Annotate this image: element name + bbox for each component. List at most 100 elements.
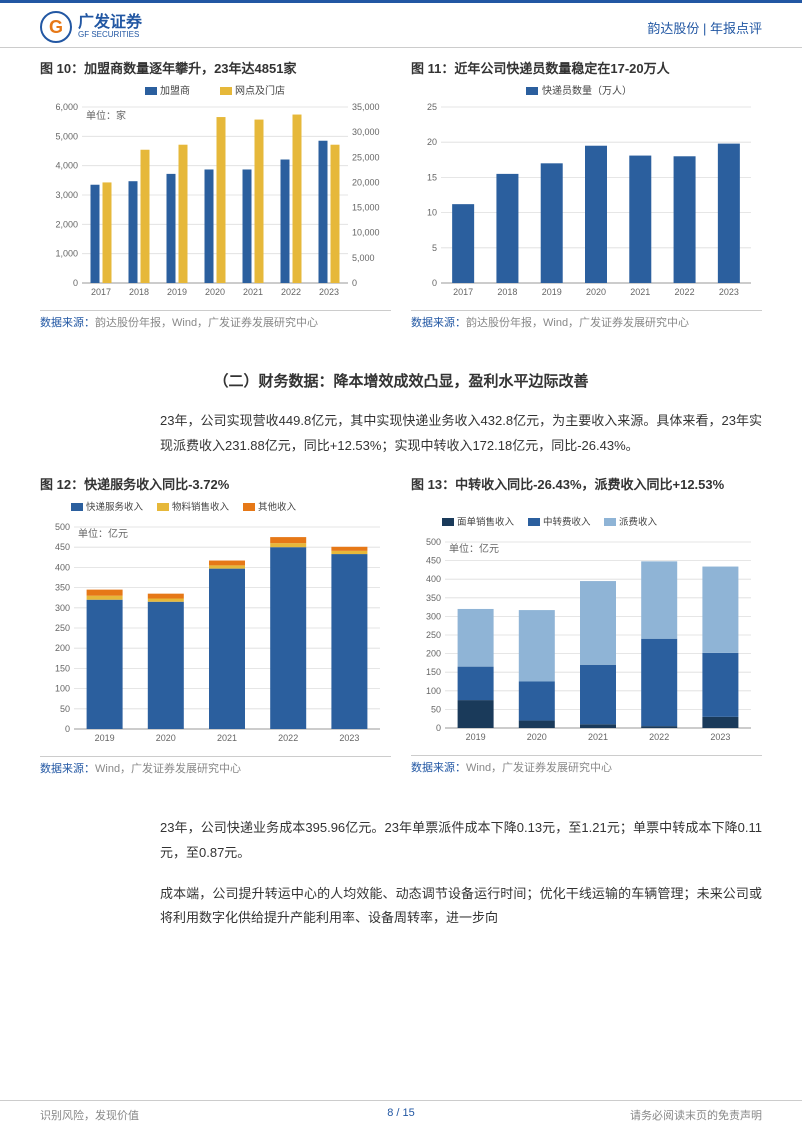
page-footer: 识别风险，发现价值 8 / 15 请务必阅读末页的免责声明 xyxy=(0,1100,802,1133)
footer-page: 8 / 15 xyxy=(387,1107,415,1119)
chart-11: 图 11：近年公司快递员数量稳定在17-20万人 快递员数量（万人）051015… xyxy=(411,58,762,330)
logo-mark: G xyxy=(40,11,72,43)
svg-text:500: 500 xyxy=(426,537,441,547)
svg-text:200: 200 xyxy=(55,644,70,654)
svg-text:250: 250 xyxy=(426,630,441,640)
chart-12-src-label: 数据来源： xyxy=(40,763,95,775)
svg-text:20: 20 xyxy=(427,137,437,147)
chart-13: 图 13：中转收入同比-26.43%，派费收入同比+12.53% 面单销售收入中… xyxy=(411,474,762,776)
svg-text:2023: 2023 xyxy=(339,733,359,743)
svg-text:2017: 2017 xyxy=(91,287,111,297)
svg-text:2019: 2019 xyxy=(167,287,187,297)
svg-text:300: 300 xyxy=(55,603,70,613)
svg-text:2020: 2020 xyxy=(586,287,606,297)
svg-text:派费收入: 派费收入 xyxy=(619,516,658,528)
chart-13-title: 中转收入同比-26.43%，派费收入同比+12.53% xyxy=(455,477,724,492)
svg-text:150: 150 xyxy=(55,664,70,674)
svg-text:2023: 2023 xyxy=(719,287,739,297)
svg-text:150: 150 xyxy=(426,668,441,678)
chart-11-svg: 快递员数量（万人）0510152025201720182019202020212… xyxy=(411,83,762,303)
chart-11-prefix: 图 11： xyxy=(411,61,454,76)
chart-10-svg: 加盟商网点及门店单位：家01,0002,0003,0004,0005,0006,… xyxy=(40,83,391,303)
chart-13-prefix: 图 13： xyxy=(411,477,455,492)
svg-text:网点及门店: 网点及门店 xyxy=(235,84,285,97)
svg-text:2020: 2020 xyxy=(527,732,547,742)
svg-text:35,000: 35,000 xyxy=(352,102,380,112)
svg-text:20,000: 20,000 xyxy=(352,177,380,187)
para-2: 23年，公司快递业务成本395.96亿元。23年单票派件成本下降0.13元，至1… xyxy=(160,816,762,865)
svg-text:500: 500 xyxy=(55,522,70,532)
footer-right: 请务必阅读末页的免责声明 xyxy=(630,1107,762,1123)
svg-text:2019: 2019 xyxy=(95,733,115,743)
chart-10: 图 10：加盟商数量逐年攀升，23年达4851家 加盟商网点及门店单位：家01,… xyxy=(40,58,391,330)
para-3: 成本端，公司提升转运中心的人均效能、动态调节设备运行时间；优化干线运输的车辆管理… xyxy=(160,882,762,931)
svg-text:0: 0 xyxy=(432,278,437,288)
svg-text:6,000: 6,000 xyxy=(55,102,78,112)
svg-text:2019: 2019 xyxy=(542,287,562,297)
svg-text:250: 250 xyxy=(55,623,70,633)
svg-text:单位：亿元: 单位：亿元 xyxy=(78,527,128,540)
svg-text:面单销售收入: 面单销售收入 xyxy=(457,516,515,528)
svg-text:2019: 2019 xyxy=(466,732,486,742)
chart-12: 图 12：快递服务收入同比-3.72% 快递服务收入 物料销售收入 其他收入单位：亿… xyxy=(40,474,391,776)
chart-10-src-label: 数据来源： xyxy=(40,317,95,329)
svg-text:30,000: 30,000 xyxy=(352,127,380,137)
chart-10-title: 加盟商数量逐年攀升，23年达4851家 xyxy=(84,61,296,76)
section-2-para1: 23年，公司实现营收449.8亿元，其中实现快递业务收入432.8亿元，为主要收… xyxy=(160,409,762,458)
svg-text:0: 0 xyxy=(73,278,78,288)
svg-text:300: 300 xyxy=(426,612,441,622)
header-right: 韵达股份 | 年报点评 xyxy=(647,18,762,37)
logo-cn: 广发证券 xyxy=(78,15,142,31)
svg-text:2022: 2022 xyxy=(281,287,301,297)
svg-text:2021: 2021 xyxy=(217,733,237,743)
chart-11-title: 近年公司快递员数量稳定在17-20万人 xyxy=(454,61,669,76)
svg-text:2022: 2022 xyxy=(278,733,298,743)
svg-text:450: 450 xyxy=(426,556,441,566)
svg-text:50: 50 xyxy=(60,704,70,714)
svg-text:2020: 2020 xyxy=(205,287,225,297)
svg-text:2,000: 2,000 xyxy=(55,219,78,229)
svg-text:25,000: 25,000 xyxy=(352,152,380,162)
chart-11-src: 韵达股份年报，Wind，广发证券发展研究中心 xyxy=(466,317,689,329)
section-2-title: （二）财务数据：降本增效成效凸显，盈利水平边际改善 xyxy=(40,370,762,391)
svg-text:2020: 2020 xyxy=(156,733,176,743)
svg-text:加盟商: 加盟商 xyxy=(160,84,190,97)
svg-text:2023: 2023 xyxy=(319,287,339,297)
svg-text:单位：家: 单位：家 xyxy=(86,109,126,122)
svg-text:15: 15 xyxy=(427,172,437,182)
page-header: G 广发证券 GF SECURITIES 韵达股份 | 年报点评 xyxy=(0,3,802,48)
svg-text:0: 0 xyxy=(65,724,70,734)
svg-text:400: 400 xyxy=(426,575,441,585)
chart-13-src: Wind，广发证券发展研究中心 xyxy=(466,762,612,774)
logo-en: GF SECURITIES xyxy=(78,31,142,39)
svg-text:2022: 2022 xyxy=(649,732,669,742)
svg-text:5,000: 5,000 xyxy=(352,253,375,263)
svg-text:100: 100 xyxy=(55,684,70,694)
svg-text:单位：亿元: 单位：亿元 xyxy=(449,542,499,555)
svg-text:1,000: 1,000 xyxy=(55,249,78,259)
svg-text:15,000: 15,000 xyxy=(352,203,380,213)
chart-13-src-label: 数据来源： xyxy=(411,762,466,774)
svg-text:10,000: 10,000 xyxy=(352,228,380,238)
svg-text:2018: 2018 xyxy=(129,287,149,297)
svg-text:快递服务收入: 快递服务收入 xyxy=(86,501,144,513)
svg-text:2021: 2021 xyxy=(243,287,263,297)
svg-text:200: 200 xyxy=(426,649,441,659)
svg-text:2021: 2021 xyxy=(630,287,650,297)
svg-text:0: 0 xyxy=(436,723,441,733)
chart-12-prefix: 图 12： xyxy=(40,477,84,492)
svg-text:2023: 2023 xyxy=(710,732,730,742)
svg-text:2022: 2022 xyxy=(675,287,695,297)
svg-text:100: 100 xyxy=(426,686,441,696)
svg-text:快递员数量（万人）: 快递员数量（万人） xyxy=(542,84,632,97)
svg-text:25: 25 xyxy=(427,102,437,112)
svg-text:物料销售收入: 物料销售收入 xyxy=(172,501,230,513)
svg-text:10: 10 xyxy=(427,208,437,218)
svg-text:4,000: 4,000 xyxy=(55,161,78,171)
logo: G 广发证券 GF SECURITIES xyxy=(40,11,142,43)
svg-text:其他收入: 其他收入 xyxy=(258,501,297,513)
chart-12-title: 快递服务收入同比-3.72% xyxy=(84,477,229,492)
footer-left: 识别风险，发现价值 xyxy=(40,1107,139,1123)
svg-text:2017: 2017 xyxy=(453,287,473,297)
chart-12-src: Wind，广发证券发展研究中心 xyxy=(95,763,241,775)
